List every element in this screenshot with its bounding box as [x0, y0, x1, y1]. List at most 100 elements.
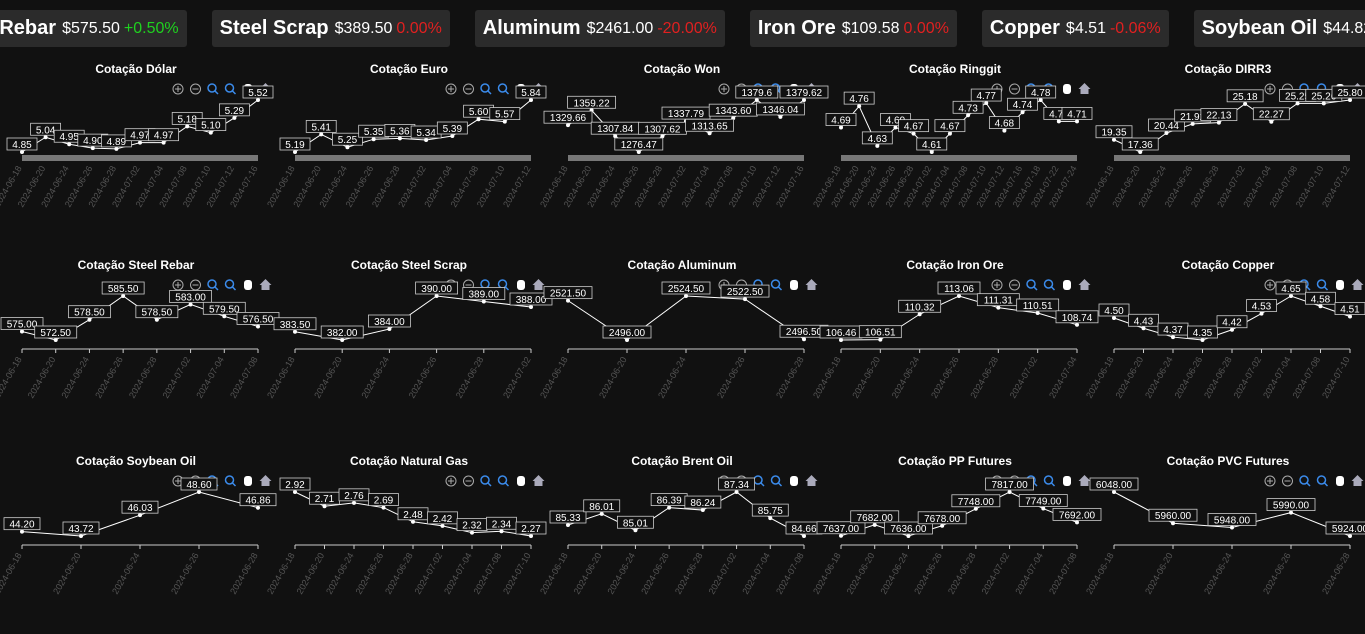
- toolbar-icon[interactable]: [497, 279, 508, 289]
- toolbar-icon[interactable]: [1078, 475, 1091, 486]
- toolbar-icon[interactable]: [224, 83, 235, 93]
- x-tick-label: 2024-07-04: [740, 551, 772, 596]
- toolbar-icon[interactable]: [1043, 279, 1054, 289]
- toolbar-icon[interactable]: [445, 83, 457, 95]
- toolbar-icon[interactable]: [1009, 279, 1020, 291]
- value-label: 110.51: [1023, 301, 1053, 312]
- x-tick-label: 2024-07-04: [1261, 355, 1293, 400]
- toolbar-icon[interactable]: [790, 476, 798, 486]
- point: [121, 294, 126, 298]
- toolbar-icon[interactable]: [1316, 279, 1327, 289]
- toolbar-icon[interactable]: [224, 279, 235, 289]
- toolbar-icon[interactable]: [1063, 84, 1071, 94]
- toolbar-icon[interactable]: [1026, 279, 1036, 289]
- toolbar-icon[interactable]: [463, 83, 474, 95]
- toolbar-icon[interactable]: [480, 279, 490, 289]
- value-label: 4.63: [868, 134, 888, 145]
- toolbar-icon[interactable]: [770, 279, 781, 289]
- toolbar-icon[interactable]: [805, 279, 818, 290]
- point: [352, 500, 356, 505]
- range-slider[interactable]: [841, 155, 1077, 161]
- label-box: [180, 477, 218, 491]
- label-box: [951, 494, 1001, 508]
- toolbar-icon[interactable]: [463, 475, 474, 487]
- label-box: [101, 281, 145, 295]
- x-tick-label: 2024-06-26: [912, 551, 944, 596]
- toolbar-icon[interactable]: [172, 83, 184, 95]
- toolbar-icon[interactable]: [207, 279, 217, 289]
- point: [1243, 101, 1248, 106]
- toolbar-icon[interactable]: [445, 475, 457, 487]
- toolbar-icon[interactable]: [1063, 476, 1071, 486]
- point: [1200, 338, 1205, 342]
- toolbar-icon[interactable]: [753, 475, 763, 485]
- point: [322, 504, 327, 509]
- toolbar-icon[interactable]: [190, 83, 201, 95]
- value-label: 7636.00: [890, 524, 927, 535]
- toolbar-icon[interactable]: [259, 475, 272, 486]
- label-box: [30, 122, 62, 136]
- value-label: 4.69: [831, 116, 851, 127]
- chart: Cotação Soybean Oil 44.20 43.72 46.03 48.60 4…: [0, 454, 277, 596]
- value-label: 2496.50: [786, 327, 823, 338]
- toolbar-icon[interactable]: [1282, 475, 1293, 487]
- toolbar-icon[interactable]: [244, 476, 252, 486]
- point: [947, 131, 952, 136]
- toolbar-icon[interactable]: [224, 475, 235, 485]
- value-label: 389.00: [469, 290, 500, 301]
- range-slider[interactable]: [22, 155, 258, 161]
- toolbar-icon[interactable]: [1299, 475, 1309, 485]
- toolbar-icon[interactable]: [1316, 475, 1327, 485]
- value-label: 4.61: [922, 140, 942, 151]
- toolbar-icon[interactable]: [805, 475, 818, 486]
- toolbar-icon[interactable]: [532, 279, 545, 290]
- toolbar-icon[interactable]: [1351, 475, 1364, 486]
- value-label: 86.24: [690, 498, 715, 509]
- value-label: 7678.00: [924, 514, 961, 525]
- label-box: [218, 103, 250, 117]
- toolbar-icon[interactable]: [1063, 280, 1071, 290]
- toolbar-icon[interactable]: [532, 475, 545, 486]
- x-tick-label: 2024-06-26: [715, 355, 747, 400]
- toolbar-icon[interactable]: [770, 475, 781, 485]
- toolbar-icon[interactable]: [1351, 279, 1364, 290]
- toolbar-icon[interactable]: [1336, 476, 1344, 486]
- toolbar-icon: [1323, 286, 1329, 291]
- toolbar-icon[interactable]: [1078, 83, 1091, 94]
- toolbar-icon[interactable]: [517, 280, 525, 290]
- range-slider[interactable]: [1114, 155, 1350, 161]
- toolbar-icon[interactable]: [1264, 475, 1276, 487]
- toolbar-icon[interactable]: [480, 475, 490, 485]
- range-slider[interactable]: [295, 155, 531, 161]
- point: [1348, 98, 1352, 102]
- toolbar-icon[interactable]: [1009, 83, 1020, 95]
- toolbar-icon[interactable]: [991, 279, 1003, 291]
- toolbar-icon[interactable]: [207, 83, 217, 93]
- point: [966, 113, 971, 118]
- toolbar-icon[interactable]: [1043, 475, 1054, 485]
- toolbar-icon[interactable]: [1336, 280, 1344, 290]
- toolbar-icon[interactable]: [1264, 83, 1276, 95]
- value-label: 113.06: [944, 284, 974, 295]
- chart: Cotação Iron Ore 106.46 106.51 110.32 113.06…: [811, 258, 1099, 400]
- toolbar-icon[interactable]: [172, 279, 184, 291]
- value-label: 5924.00: [1332, 524, 1365, 535]
- toolbar-icon[interactable]: [244, 280, 252, 290]
- point: [1289, 294, 1293, 298]
- value-label: 43.72: [68, 524, 93, 535]
- toolbar-icon[interactable]: [497, 475, 508, 485]
- range-slider[interactable]: [568, 155, 804, 161]
- toolbar-icon[interactable]: [480, 83, 490, 93]
- toolbar-icon[interactable]: [1264, 279, 1276, 291]
- toolbar-icon[interactable]: [718, 83, 730, 95]
- value-label: 7637.00: [823, 524, 860, 535]
- toolbar-icon[interactable]: [790, 280, 798, 290]
- toolbar-icon[interactable]: [517, 476, 525, 486]
- toolbar-icon[interactable]: [190, 279, 201, 291]
- toolbar-icon[interactable]: [259, 279, 272, 290]
- toolbar-icon: [487, 482, 492, 487]
- point: [1318, 304, 1323, 309]
- toolbar-icon[interactable]: [497, 83, 508, 93]
- toolbar-icon[interactable]: [1078, 279, 1091, 290]
- value-label: 46.86: [245, 496, 270, 507]
